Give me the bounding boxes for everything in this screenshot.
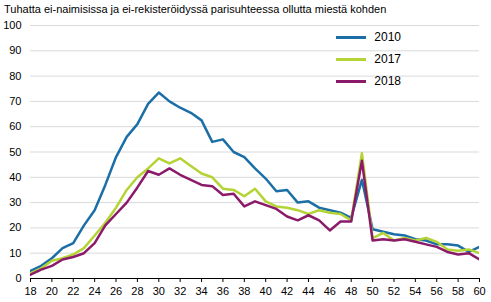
- svg-text:28: 28: [131, 285, 143, 297]
- svg-text:32: 32: [174, 285, 186, 297]
- svg-text:40: 40: [9, 171, 21, 183]
- svg-text:90: 90: [9, 44, 21, 56]
- svg-text:50: 50: [9, 146, 21, 158]
- svg-text:0: 0: [15, 272, 21, 284]
- svg-text:24: 24: [89, 285, 101, 297]
- svg-text:34: 34: [195, 285, 207, 297]
- svg-text:60: 60: [473, 285, 485, 297]
- svg-text:38: 38: [238, 285, 250, 297]
- svg-text:80: 80: [9, 70, 21, 82]
- svg-text:30: 30: [153, 285, 165, 297]
- svg-text:46: 46: [324, 285, 336, 297]
- svg-text:100: 100: [3, 19, 21, 31]
- html-text:2018: 2018: [374, 74, 401, 88]
- svg-text:52: 52: [388, 285, 400, 297]
- html-text:2010: 2010: [374, 30, 401, 44]
- svg-text:30: 30: [9, 196, 21, 208]
- svg-text:20: 20: [46, 285, 58, 297]
- html-text:2017: 2017: [374, 52, 401, 66]
- svg-text:10: 10: [9, 247, 21, 259]
- svg-text:18: 18: [24, 285, 36, 297]
- svg-text:58: 58: [452, 285, 464, 297]
- svg-text:54: 54: [409, 285, 421, 297]
- html-text:Tuhatta ei-naimisissa ja ei-re: Tuhatta ei-naimisissa ja ei-rekisteröidy…: [4, 3, 387, 15]
- svg-text:22: 22: [67, 285, 79, 297]
- svg-text:56: 56: [431, 285, 443, 297]
- svg-text:60: 60: [9, 120, 21, 132]
- svg-text:36: 36: [217, 285, 229, 297]
- svg-text:44: 44: [302, 285, 314, 297]
- svg-text:20: 20: [9, 221, 21, 233]
- svg-text:26: 26: [110, 285, 122, 297]
- svg-text:40: 40: [260, 285, 272, 297]
- svg-text:48: 48: [345, 285, 357, 297]
- svg-text:42: 42: [281, 285, 293, 297]
- svg-text:50: 50: [366, 285, 378, 297]
- svg-text:70: 70: [9, 95, 21, 107]
